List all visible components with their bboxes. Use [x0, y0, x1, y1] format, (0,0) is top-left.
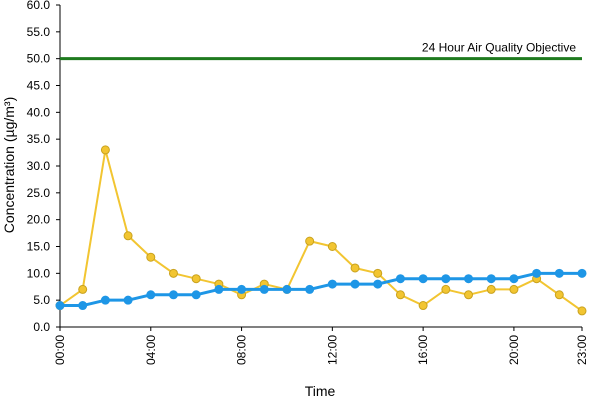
y-tick-label: 25.0 — [27, 186, 51, 200]
reference-line-label: 24 Hour Air Quality Objective — [422, 41, 576, 55]
series-1-point — [123, 231, 133, 241]
series-1-point — [395, 290, 405, 300]
x-tick-label: 04:00 — [144, 335, 158, 365]
x-tick-label: 23:00 — [575, 335, 589, 365]
series-2-point — [464, 274, 474, 284]
series-2-point — [373, 279, 383, 289]
series-2-point — [214, 284, 224, 294]
series-1-point — [146, 252, 156, 262]
y-tick-label: 15.0 — [27, 240, 51, 254]
series-2-point — [418, 274, 428, 284]
x-tick-label: 16:00 — [416, 335, 430, 365]
series-1-point — [441, 284, 451, 294]
series-2-point — [191, 290, 201, 300]
series-1-point — [350, 263, 360, 273]
y-tick-label: 20.0 — [27, 213, 51, 227]
y-tick-label: 5.0 — [33, 293, 50, 307]
series-1-point — [191, 274, 201, 284]
series-2-point — [259, 284, 269, 294]
x-tick-label: 08:00 — [235, 335, 249, 365]
series-2-point — [486, 274, 496, 284]
series-2-point — [509, 274, 519, 284]
series-2-point — [327, 279, 337, 289]
y-tick-label: 50.0 — [27, 52, 51, 66]
y-tick-label: 0.0 — [33, 320, 50, 334]
y-tick-label: 40.0 — [27, 105, 51, 119]
x-tick-label: 20:00 — [507, 335, 521, 365]
axes: 0.0 5.0 10.0 15.0 20.0 25.0 30.0 35.0 40.0 45.0 50… — [27, 0, 589, 365]
series-1-point — [554, 290, 564, 300]
series-2-point — [441, 274, 451, 284]
series-1-point — [464, 290, 474, 300]
series-2-point — [577, 268, 587, 278]
series-1-point — [305, 236, 315, 246]
series-2-point — [554, 268, 564, 278]
series-1-point — [418, 301, 428, 311]
x-axis-title: Time — [305, 383, 336, 399]
series-2-point — [282, 284, 292, 294]
series-2-point — [168, 290, 178, 300]
series-2-point — [55, 301, 65, 311]
y-tick-label: 55.0 — [27, 25, 51, 39]
y-tick-label: 30.0 — [27, 159, 51, 173]
series-1-point — [486, 284, 496, 294]
y-tick-label: 45.0 — [27, 79, 51, 93]
series-group — [55, 145, 587, 316]
series-2-point — [78, 301, 88, 311]
series-2-point — [395, 274, 405, 284]
series-2-point — [100, 295, 110, 305]
y-tick-label: 10.0 — [27, 266, 51, 280]
series-1-point — [168, 268, 178, 278]
series-1-point — [100, 145, 110, 155]
x-tick-label: 00:00 — [53, 335, 67, 365]
reference-line-group: 24 Hour Air Quality Objective — [60, 41, 582, 61]
series-2-point — [146, 290, 156, 300]
series-2-point — [305, 284, 315, 294]
series-1-point — [577, 306, 587, 316]
series-1-point — [509, 284, 519, 294]
series-2-point — [532, 268, 542, 278]
series-2-point — [123, 295, 133, 305]
series-1-point — [327, 242, 337, 251]
series-1-point — [373, 268, 383, 278]
series-2-point — [237, 284, 247, 294]
y-axis-title: Concentration (µg/m³) — [1, 97, 17, 233]
series-1-point — [78, 284, 88, 294]
x-tick-label: 12:00 — [325, 335, 339, 365]
y-tick-label: 35.0 — [27, 132, 51, 146]
y-tick-label: 60.0 — [27, 0, 51, 12]
series-2-point — [350, 279, 360, 289]
